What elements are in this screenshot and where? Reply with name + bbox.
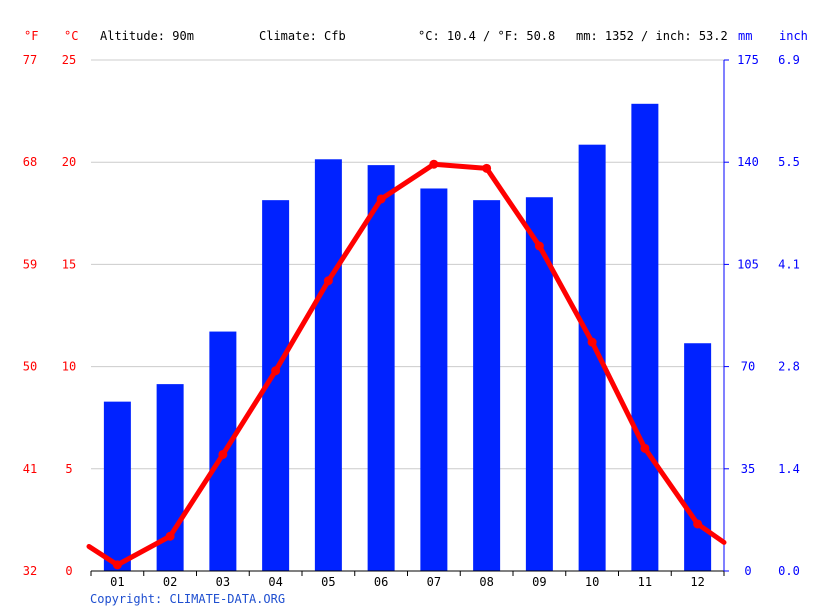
inch-tick-label: 1.4 <box>778 462 800 476</box>
mm-tick-label: 70 <box>741 360 755 374</box>
temperature-point-07 <box>429 159 439 169</box>
temperature-point-12 <box>693 519 703 529</box>
fahrenheit-tick-label: 32 <box>23 564 37 578</box>
precip-bar-07 <box>420 188 448 572</box>
fahrenheit-tick-label: 77 <box>23 53 37 67</box>
celsius-unit-label: °C <box>64 29 79 43</box>
precip-bar-06 <box>367 165 395 571</box>
celsius-tick-label: 20 <box>62 155 76 169</box>
inch-tick-label: 5.5 <box>778 155 800 169</box>
altitude-text: Altitude: 90m <box>100 29 194 43</box>
celsius-tick-label: 0 <box>65 564 72 578</box>
temperature-point-02 <box>165 531 175 541</box>
temperature-point-08 <box>482 163 492 173</box>
temperature-line <box>86 159 727 570</box>
temperature-point-06 <box>376 194 386 204</box>
fahrenheit-unit-label: °F <box>24 29 39 43</box>
temperature-point-03 <box>218 449 228 459</box>
mm-tick-label: 105 <box>737 257 759 271</box>
mm-unit-label: mm <box>738 29 753 43</box>
x-tick-label-10: 10 <box>585 575 599 589</box>
x-tick-label-11: 11 <box>638 575 652 589</box>
precip-bar-11 <box>631 103 659 572</box>
x-tick-label-08: 08 <box>479 575 493 589</box>
celsius-tick-label: 5 <box>65 462 72 476</box>
precip-bar-12 <box>684 343 712 571</box>
annual-precipitation-text: mm: 1352 / inch: 53.2 <box>576 29 728 43</box>
temperature-point-11 <box>640 443 650 453</box>
inch-tick-label: 2.8 <box>778 360 800 374</box>
temperature-point-01 <box>112 560 122 570</box>
chart-axes <box>90 59 729 576</box>
inch-tick-label: 6.9 <box>778 53 800 67</box>
climate-text: Climate: Cfb <box>259 29 346 43</box>
precip-bar-09 <box>525 197 553 572</box>
temperature-point-05 <box>323 276 333 286</box>
temperature-point-10 <box>587 337 597 347</box>
grid-lines <box>91 59 724 470</box>
temperature-point-04 <box>271 366 281 376</box>
inch-tick-label: 0.0 <box>778 564 800 578</box>
mm-tick-label: 140 <box>737 155 759 169</box>
x-tick-label-12: 12 <box>690 575 704 589</box>
temperature-series-line <box>86 161 727 568</box>
inch-tick-label: 4.1 <box>778 257 800 271</box>
precip-bar-01 <box>103 401 131 571</box>
x-tick-label-09: 09 <box>532 575 546 589</box>
mm-tick-label: 0 <box>744 564 751 578</box>
mm-tick-label: 35 <box>741 462 755 476</box>
celsius-tick-label: 25 <box>62 53 76 67</box>
x-tick-label-05: 05 <box>321 575 335 589</box>
precip-bar-08 <box>473 200 501 571</box>
x-tick-label-02: 02 <box>163 575 177 589</box>
x-tick-label-06: 06 <box>374 575 388 589</box>
fahrenheit-tick-label: 50 <box>23 360 37 374</box>
celsius-tick-label: 15 <box>62 257 76 271</box>
x-tick-label-07: 07 <box>427 575 441 589</box>
precip-bar-05 <box>314 159 342 571</box>
tick-labels: 01 02 03 04 05 06 07 08 09 10 11 12 32 0 0 0.0 41 5 35 1.4 5… <box>23 53 800 589</box>
x-tick-label-03: 03 <box>216 575 230 589</box>
fahrenheit-tick-label: 41 <box>23 462 37 476</box>
temperature-point-09 <box>534 241 544 251</box>
inch-unit-label: inch <box>779 29 808 43</box>
x-tick-label-04: 04 <box>268 575 282 589</box>
x-tick-label-01: 01 <box>110 575 124 589</box>
celsius-tick-label: 10 <box>62 360 76 374</box>
fahrenheit-tick-label: 68 <box>23 155 37 169</box>
average-temperature-text: °C: 10.4 / °F: 50.8 <box>418 29 556 43</box>
fahrenheit-tick-label: 59 <box>23 257 37 271</box>
mm-tick-label: 175 <box>737 53 759 67</box>
copyright-link[interactable]: Copyright: CLIMATE-DATA.ORG <box>90 592 286 606</box>
